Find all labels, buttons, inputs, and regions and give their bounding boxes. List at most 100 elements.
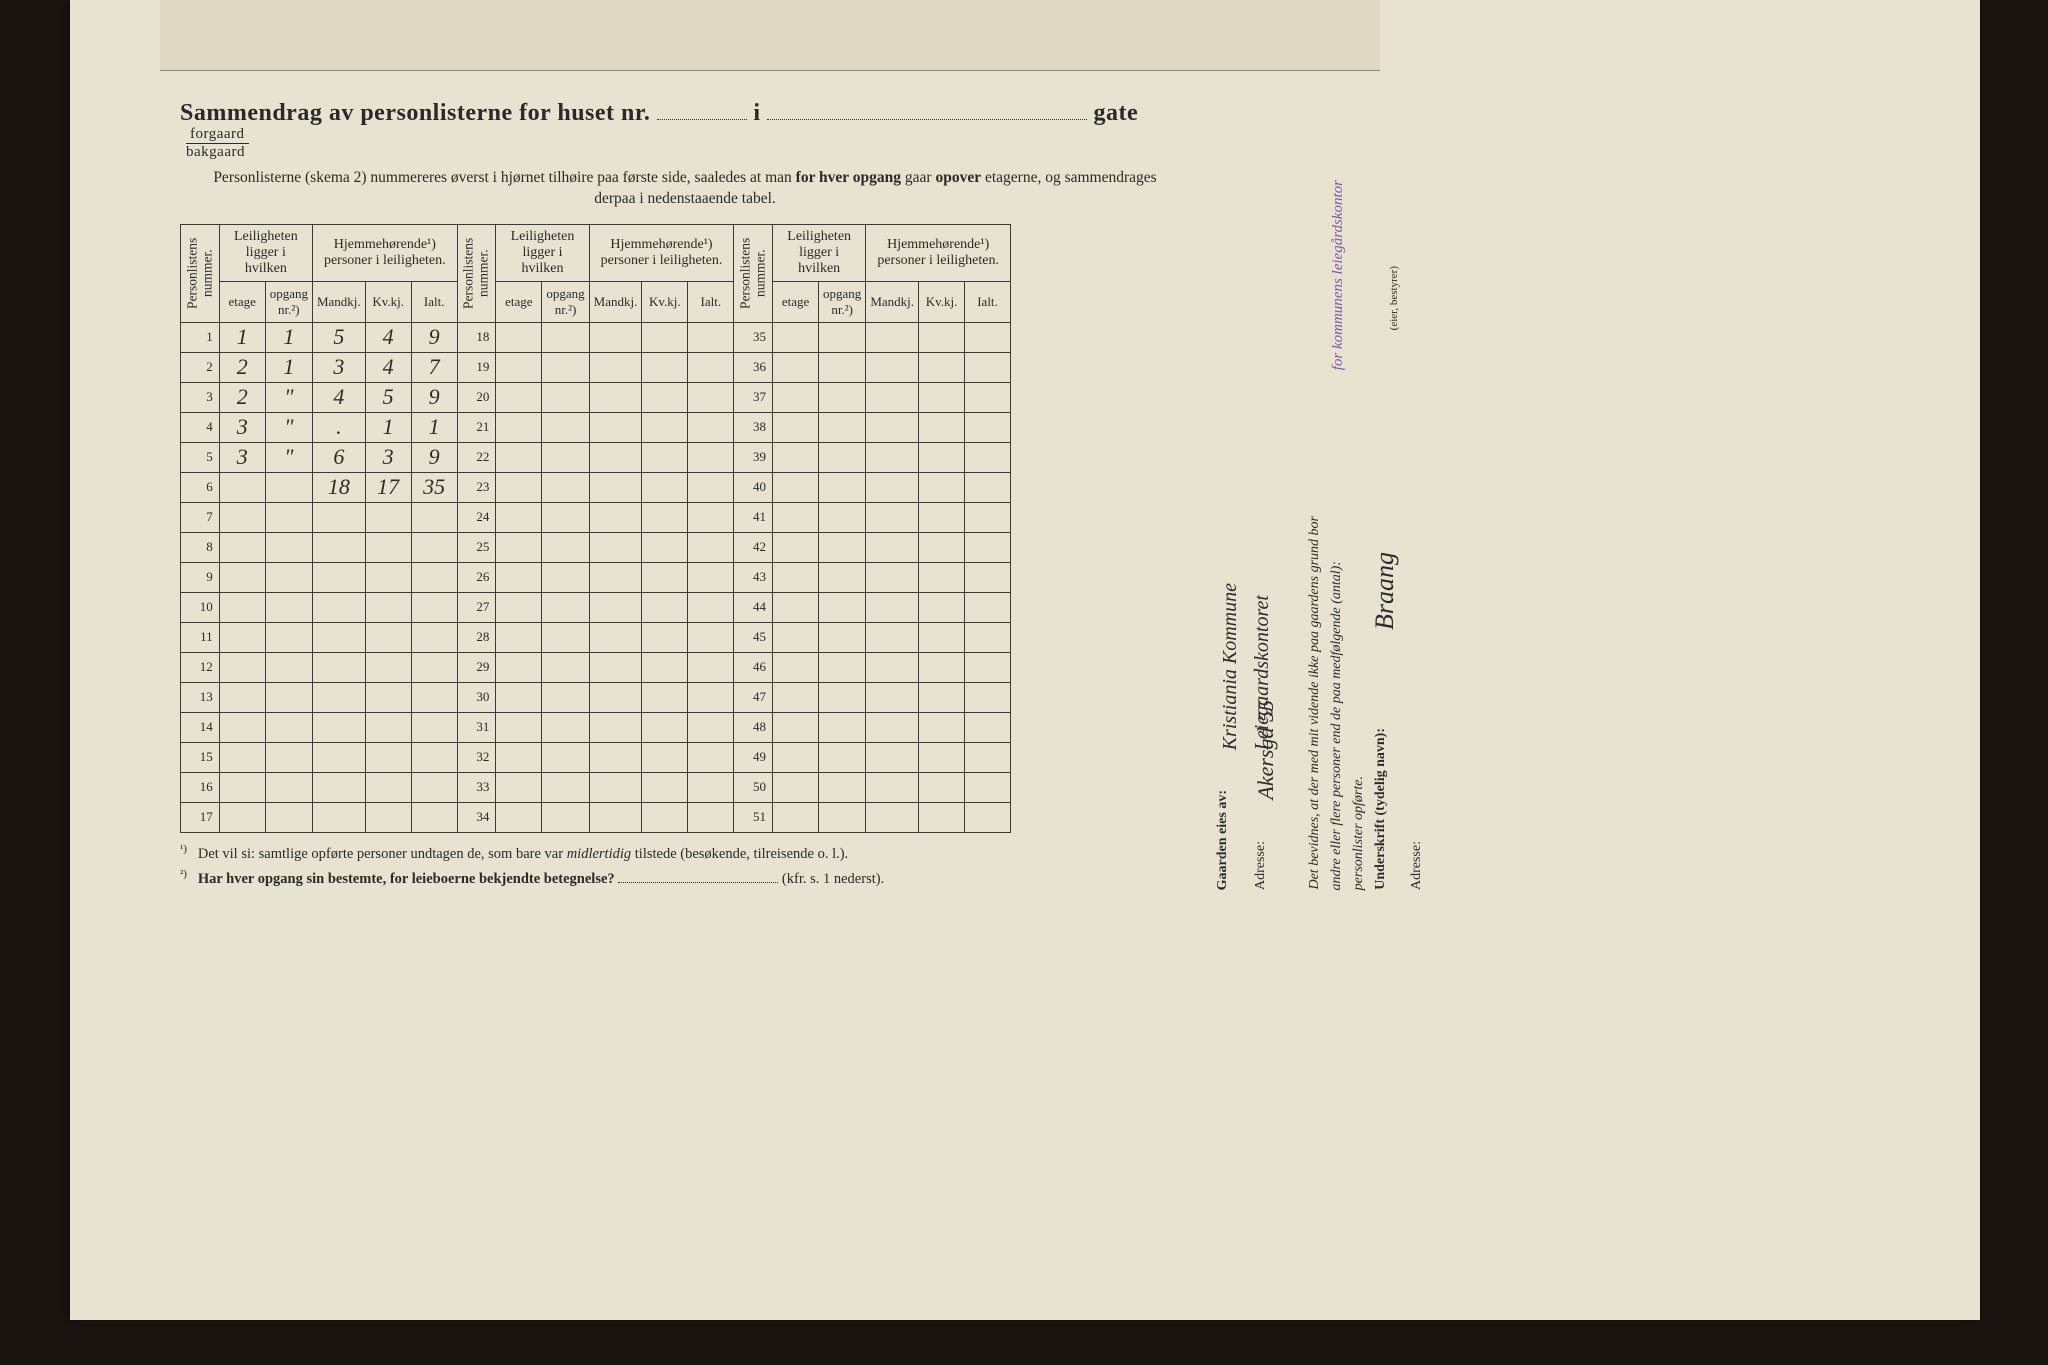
- table-body: 1115491835221347193632"459203743".112138…: [181, 322, 1011, 832]
- cell-opgang: [819, 622, 866, 652]
- cell-kvkj: [642, 712, 688, 742]
- cell-kvkj: [365, 802, 411, 832]
- row-number-mid: 30: [457, 682, 496, 712]
- bevidnes-line-1: Det bevidnes, at der med mit vidende ikk…: [1304, 516, 1326, 890]
- cell-ialt: [688, 322, 734, 352]
- row-number-left: 9: [181, 562, 220, 592]
- cell-kvkj: [919, 742, 965, 772]
- cell-kvkj: [919, 532, 965, 562]
- row-number-mid: 21: [457, 412, 496, 442]
- sub-etage-1: etage: [219, 281, 265, 322]
- cell-kvkj: [919, 682, 965, 712]
- row-number-left: 13: [181, 682, 220, 712]
- footnote-1-marker: ¹): [180, 843, 187, 855]
- table-row: 2213471936: [181, 352, 1011, 382]
- footnote-1-a: Det vil si: samtlige opførte personer un…: [198, 846, 567, 862]
- cell-etage: [496, 382, 542, 412]
- row-number-mid: 22: [457, 442, 496, 472]
- cell-ialt: [688, 682, 734, 712]
- cell-ialt: [965, 472, 1011, 502]
- sub-kvkj-2: Kv.kj.: [642, 281, 688, 322]
- cell-opgang: ": [265, 412, 312, 442]
- cell-etage: [219, 802, 265, 832]
- cell-ialt: [965, 802, 1011, 832]
- cell-kvkj: [642, 742, 688, 772]
- sub-ialt-1: Ialt.: [411, 281, 457, 322]
- cell-etage: [773, 352, 819, 382]
- cell-etage: [496, 562, 542, 592]
- cell-kvkj: [642, 682, 688, 712]
- personlister-line: personlister opførte.: [1348, 776, 1370, 890]
- cell-opgang: [819, 502, 866, 532]
- cell-etage: [496, 502, 542, 532]
- document-content: Sammendrag av personlisterne for huset n…: [180, 100, 1190, 891]
- cell-opgang: [542, 592, 589, 622]
- cell-mandkj: [589, 412, 642, 442]
- cell-etage: [219, 712, 265, 742]
- cell-etage: [773, 442, 819, 472]
- cell-etage: [219, 472, 265, 502]
- row-number-left: 17: [181, 802, 220, 832]
- cell-mandkj: [589, 742, 642, 772]
- row-number-left: 11: [181, 622, 220, 652]
- gate-label: gate: [1094, 100, 1139, 126]
- title-prefix: Sammendrag av personlisterne for huset n…: [180, 100, 650, 126]
- cell-opgang: [542, 682, 589, 712]
- cell-opgang: ": [265, 382, 312, 412]
- table-row: 143148: [181, 712, 1011, 742]
- sub-opgang-1: opgangnr.²): [265, 281, 312, 322]
- cell-etage: [773, 712, 819, 742]
- cell-etage: [773, 622, 819, 652]
- cell-ialt: [411, 772, 457, 802]
- cell-kvkj: [642, 652, 688, 682]
- cell-opgang: [819, 352, 866, 382]
- cell-kvkj: [642, 502, 688, 532]
- cell-mandkj: [589, 352, 642, 382]
- sub-mandkj-3: Mandkj.: [866, 281, 919, 322]
- cell-mandkj: [866, 592, 919, 622]
- cell-ialt: [688, 802, 734, 832]
- cell-ialt: [688, 442, 734, 472]
- cell-etage: [773, 592, 819, 622]
- cell-kvkj: [642, 412, 688, 442]
- cell-ialt: [688, 562, 734, 592]
- summary-table: Personlistensnummer. Leilighetenligger i…: [180, 224, 1011, 833]
- cell-etage: [219, 652, 265, 682]
- cell-ialt: [688, 712, 734, 742]
- cell-mandkj: [312, 652, 365, 682]
- col-hjemme-1: Hjemmehørende¹)personer i leiligheten.: [312, 224, 457, 281]
- col-hjemme-2: Hjemmehørende¹)personer i leiligheten.: [589, 224, 734, 281]
- cell-ialt: [965, 382, 1011, 412]
- cell-opgang: [819, 712, 866, 742]
- cell-kvkj: [365, 742, 411, 772]
- gate-name-field: [767, 119, 1087, 120]
- cell-ialt: 9: [411, 382, 457, 412]
- row-number-right: 49: [734, 742, 773, 772]
- cell-mandkj: [589, 532, 642, 562]
- sub-ialt-2: Ialt.: [688, 281, 734, 322]
- cell-mandkj: [589, 802, 642, 832]
- cell-etage: 2: [219, 352, 265, 382]
- cell-mandkj: [589, 772, 642, 802]
- cell-kvkj: [919, 802, 965, 832]
- cell-kvkj: 1: [365, 412, 411, 442]
- footnote-2: ²) Har hver opgang sin bestemte, for lei…: [180, 866, 1190, 891]
- cell-mandkj: [589, 712, 642, 742]
- col-personlistens-1: Personlistensnummer.: [181, 224, 220, 322]
- cell-etage: [219, 502, 265, 532]
- footnote-2-q: Har hver opgang sin bestemte, for leiebo…: [198, 871, 615, 887]
- cell-ialt: [965, 562, 1011, 592]
- row-number-mid: 32: [457, 742, 496, 772]
- cell-kvkj: [642, 472, 688, 502]
- subtitle-bold: for hver opgang: [796, 169, 901, 186]
- cell-kvkj: 17: [365, 472, 411, 502]
- cell-mandkj: [866, 322, 919, 352]
- cell-opgang: [265, 742, 312, 772]
- adresse-1-label: Adresse:: [1250, 841, 1272, 890]
- row-number-right: 48: [734, 712, 773, 742]
- cell-ialt: [688, 772, 734, 802]
- cell-opgang: [819, 532, 866, 562]
- cell-mandkj: [589, 502, 642, 532]
- cell-ialt: [688, 742, 734, 772]
- col-leiligheten-2: Leilighetenligger i hvilken: [496, 224, 589, 281]
